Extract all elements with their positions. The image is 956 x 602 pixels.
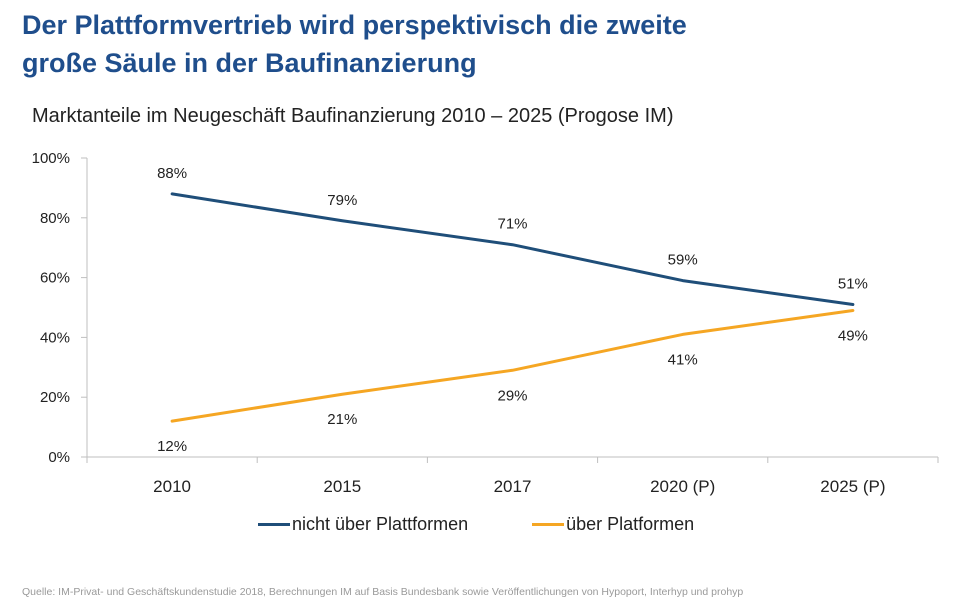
x-tick-label: 2015 bbox=[323, 477, 361, 496]
y-tick-label: 80% bbox=[40, 210, 70, 227]
data-label-series-2: 29% bbox=[497, 387, 527, 404]
y-tick-label: 60% bbox=[40, 270, 70, 287]
data-label-series-2: 41% bbox=[668, 351, 698, 368]
series-line-1 bbox=[170, 192, 855, 307]
y-tick-label: 0% bbox=[48, 449, 70, 466]
data-label-series-1: 88% bbox=[157, 165, 187, 182]
data-label-series-1: 51% bbox=[838, 276, 868, 293]
legend-item-series-1: nicht über Plattformen bbox=[258, 514, 468, 535]
legend-label-series-1: nicht über Plattformen bbox=[292, 514, 469, 534]
x-tick-label: 2025 (P) bbox=[820, 477, 885, 496]
data-label-series-1: 59% bbox=[668, 252, 698, 269]
x-tick-label: 2017 bbox=[494, 477, 532, 496]
y-tick-label: 20% bbox=[40, 389, 70, 406]
headline: Der Plattformvertrieb wird perspektivisc… bbox=[22, 6, 922, 82]
y-tick-label: 40% bbox=[40, 329, 70, 346]
legend-swatch-series-2 bbox=[532, 523, 565, 526]
legend-item-series-2: über Platformen bbox=[532, 514, 694, 535]
headline-line-1: Der Plattformvertrieb wird perspektivisc… bbox=[22, 10, 687, 40]
legend-swatch-series-1 bbox=[258, 523, 290, 526]
x-tick-label: 2020 (P) bbox=[650, 477, 715, 496]
data-label-series-1: 79% bbox=[327, 192, 357, 209]
data-label-series-1: 71% bbox=[497, 216, 527, 233]
series-line-2 bbox=[170, 308, 855, 423]
data-label-series-2: 21% bbox=[327, 411, 357, 428]
chart-legend: nicht über Plattformen über Platformen bbox=[258, 514, 758, 535]
data-label-series-2: 49% bbox=[838, 327, 868, 344]
x-tick-label: 2010 bbox=[153, 477, 191, 496]
data-label-series-2: 12% bbox=[157, 438, 187, 455]
headline-line-2: große Säule in der Baufinanzierung bbox=[22, 48, 477, 78]
source-note: Quelle: IM-Privat- und Geschäftskundenst… bbox=[22, 586, 744, 598]
y-tick-label: 100% bbox=[32, 150, 70, 167]
chart-title: Marktanteile im Neugeschäft Baufinanzier… bbox=[32, 105, 674, 127]
legend-label-series-2: über Platformen bbox=[566, 514, 695, 534]
